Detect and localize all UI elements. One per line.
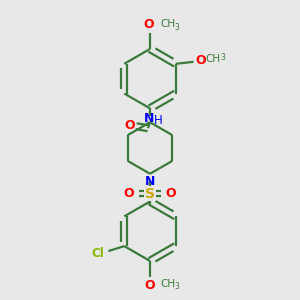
Text: N: N <box>145 175 155 188</box>
Text: O: O <box>145 279 155 292</box>
Text: CH: CH <box>160 19 175 29</box>
Text: N: N <box>144 112 154 125</box>
Text: H: H <box>154 114 162 127</box>
Text: CH: CH <box>206 54 220 64</box>
Text: 3: 3 <box>220 53 225 62</box>
Text: O: O <box>166 187 176 200</box>
Text: Cl: Cl <box>92 247 104 260</box>
Text: O: O <box>124 187 134 200</box>
Text: S: S <box>145 187 155 201</box>
Text: O: O <box>196 54 206 67</box>
Text: 3: 3 <box>175 23 180 32</box>
Text: O: O <box>125 119 136 132</box>
Text: CH: CH <box>160 279 175 289</box>
Text: O: O <box>144 18 154 31</box>
Text: 3: 3 <box>175 282 180 291</box>
